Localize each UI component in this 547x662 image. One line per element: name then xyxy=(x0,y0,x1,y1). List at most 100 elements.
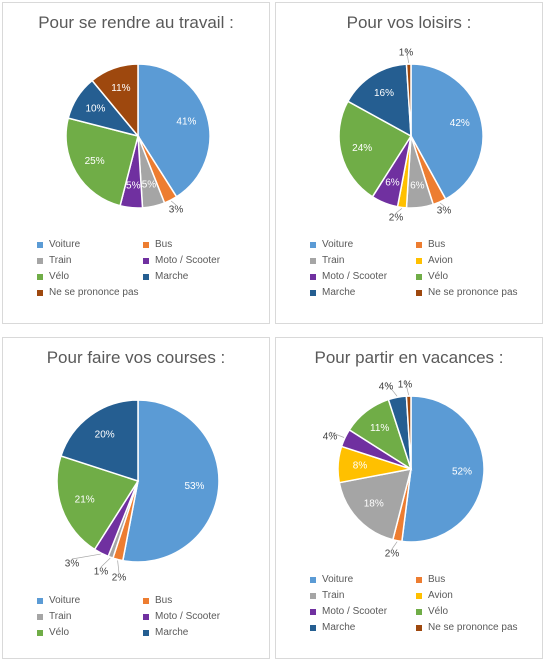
legend-item-avion: Avion xyxy=(416,590,538,601)
leader-line-bus xyxy=(391,541,398,550)
chart-title: Pour se rendre au travail : xyxy=(38,13,234,32)
leader-line-ne-se-prononce-pas xyxy=(405,47,410,64)
data-label-avion: 8% xyxy=(353,460,368,471)
legend-item-moto-scooter: Moto / Scooter xyxy=(143,611,265,622)
legend-label: Marche xyxy=(322,287,356,298)
legend-item-moto-scooter: Moto / Scooter xyxy=(143,255,265,266)
legend-swatch xyxy=(37,629,43,636)
legend-swatch xyxy=(37,613,43,620)
legend-swatch xyxy=(37,273,43,280)
chart-panel-courses: Pour faire vos courses : 53% 2% 1% 3% 21% 20%… xyxy=(2,337,270,659)
legend-label: Bus xyxy=(155,239,173,250)
legend-item-marche: Marche xyxy=(310,287,416,298)
legend-swatch xyxy=(143,241,149,248)
legend-label: Train xyxy=(49,255,72,266)
legend-swatch xyxy=(310,576,316,583)
chart-legend: Voiture Bus Train Moto / Scooter Vélo Marche xyxy=(37,595,265,638)
legend-item-velo: Vélo xyxy=(416,271,538,282)
data-label-moto-scooter: 4% xyxy=(323,432,338,443)
pie-slice-velo xyxy=(65,117,139,207)
legend-item-voiture: Voiture xyxy=(310,574,416,585)
legend-swatch xyxy=(143,629,149,636)
legend-swatch xyxy=(416,257,422,264)
pie-slice-voiture xyxy=(410,63,484,201)
legend-label: Ne se prononce pas xyxy=(428,287,518,298)
legend-label: Marche xyxy=(155,627,189,638)
pie-slice-ne-se-prononce-pas xyxy=(91,63,139,139)
legend-label: Moto / Scooter xyxy=(155,255,221,266)
leader-line-train xyxy=(100,557,111,568)
legend-swatch xyxy=(416,624,422,631)
pie-slice-train xyxy=(338,468,413,541)
legend-swatch xyxy=(37,241,43,248)
data-label-velo: 21% xyxy=(75,495,95,506)
legend-item-avion: Avion xyxy=(416,255,538,266)
leader-line-marche xyxy=(385,381,398,397)
pie-slice-marche xyxy=(346,63,412,138)
chart-panel-travail: Pour se rendre au travail : 41% 3% 5% 5% 25%… xyxy=(2,2,270,324)
chart-legend: Voiture Bus Train Moto / Scooter Vélo Marche N… xyxy=(37,239,265,298)
legend-item-train: Train xyxy=(37,255,143,266)
data-label-voiture: 52% xyxy=(452,467,472,478)
legend-label: Avion xyxy=(428,255,453,266)
data-label-velo: 25% xyxy=(85,156,105,167)
legend-item-moto-scooter: Moto / Scooter xyxy=(310,271,416,282)
leader-line-bus xyxy=(170,200,177,206)
legend-label: Voiture xyxy=(49,595,81,606)
legend-label: Vélo xyxy=(428,271,449,282)
pie-slice-velo xyxy=(338,100,413,198)
legend-swatch xyxy=(143,257,149,264)
leader-line-avion xyxy=(395,208,403,214)
legend-label: Train xyxy=(322,590,345,601)
data-label-marche: 20% xyxy=(95,430,115,441)
leader-line-bus xyxy=(117,560,120,574)
data-label-avion: 2% xyxy=(389,213,404,224)
legend-item-train: Train xyxy=(310,590,416,601)
legend-swatch xyxy=(143,273,149,280)
data-label-bus: 3% xyxy=(437,206,452,217)
legend-swatch xyxy=(416,576,422,583)
legend-label: Ne se prononce pas xyxy=(428,622,518,633)
legend-item-voiture: Voiture xyxy=(37,595,143,606)
data-label-bus: 2% xyxy=(385,549,400,560)
pie-slice-ne-se-prononce-pas xyxy=(405,395,412,470)
legend-swatch xyxy=(143,613,149,620)
legend-swatch xyxy=(416,608,422,615)
data-label-voiture: 42% xyxy=(450,118,470,129)
legend-item-bus: Bus xyxy=(416,239,538,250)
data-label-bus: 2% xyxy=(112,573,127,584)
legend-swatch xyxy=(416,289,422,296)
data-label-marche: 4% xyxy=(379,382,394,393)
legend-item-bus: Bus xyxy=(416,574,538,585)
legend-label: Marche xyxy=(322,622,356,633)
pie-chart-vacances: 52% 2% 18% 8% 4% 11% 4% 1% xyxy=(323,380,485,560)
chart-panel-vacances: Pour partir en vacances : 52% 2% 18% 8% 4% 11… xyxy=(275,337,543,659)
data-label-velo: 11% xyxy=(370,423,389,434)
legend-label: Vélo xyxy=(428,606,449,617)
legend-swatch xyxy=(416,273,422,280)
pie-chart-loisirs: 42% 3% 6% 2% 6% 24% 16% 1% xyxy=(338,47,484,224)
legend-item-ne-se-prononce-pas: Ne se prononce pas xyxy=(416,287,538,298)
legend-label: Marche xyxy=(155,271,189,282)
legend-item-marche: Marche xyxy=(143,271,265,282)
data-label-moto-scooter: 3% xyxy=(65,559,80,570)
leader-line-moto-scooter xyxy=(71,553,101,560)
chart-title: Pour partir en vacances : xyxy=(314,348,504,367)
pie-slice-velo xyxy=(56,455,140,551)
legend-label: Voiture xyxy=(322,239,354,250)
legend-label: Moto / Scooter xyxy=(155,611,221,622)
data-label-moto-scooter: 5% xyxy=(126,181,141,192)
legend-swatch xyxy=(310,273,316,280)
legend-label: Train xyxy=(322,255,345,266)
data-label-moto-scooter: 6% xyxy=(385,177,400,188)
legend-item-voiture: Voiture xyxy=(37,239,143,250)
legend-label: Vélo xyxy=(49,627,70,638)
legend-swatch xyxy=(310,624,316,631)
legend-swatch xyxy=(310,289,316,296)
legend-swatch xyxy=(310,241,316,248)
data-label-train: 5% xyxy=(142,180,157,191)
legend-label: Voiture xyxy=(49,239,81,250)
legend-item-bus: Bus xyxy=(143,595,265,606)
pie-slice-marche xyxy=(60,399,139,483)
pie-slice-voiture xyxy=(401,395,485,543)
